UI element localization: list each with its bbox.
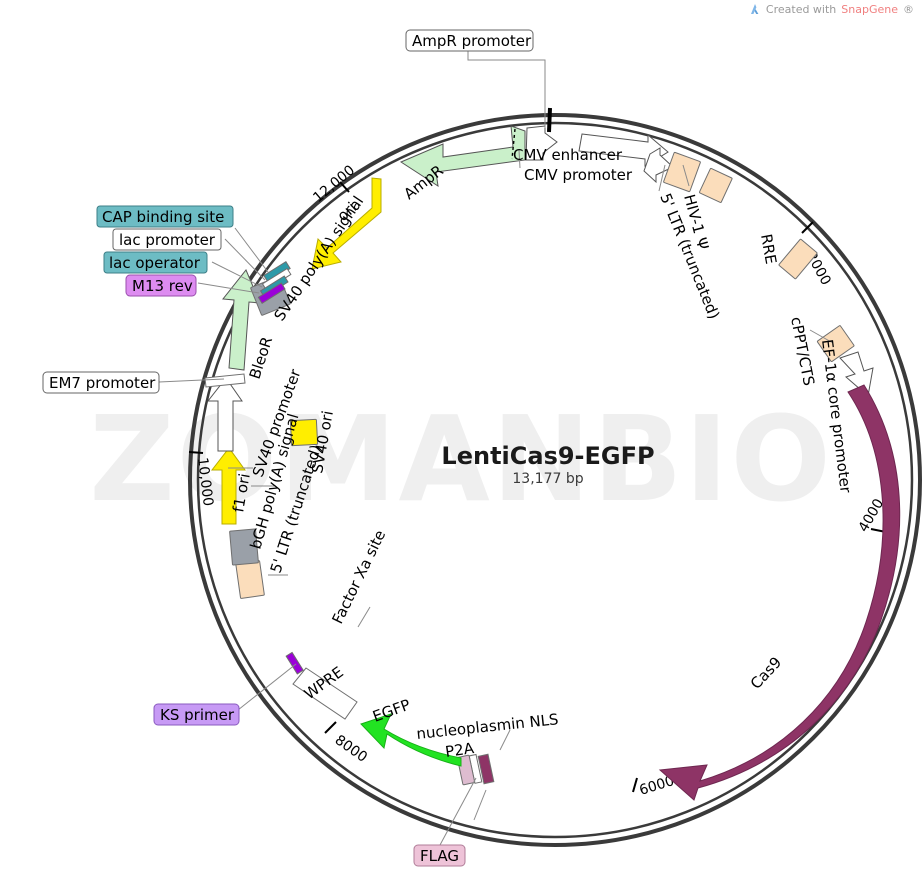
tick-label-10000: 10,000: [194, 457, 216, 508]
plasmid-size: 13,177 bp: [512, 471, 583, 487]
feature-hiv1-psi[interactable]: [699, 167, 733, 203]
boxed-label-m13-rev[interactable]: M13 rev: [125, 274, 197, 297]
label-cppt-cts: cPPT/CTS: [787, 315, 818, 387]
snapgene-logo-icon: [750, 4, 759, 14]
boxed-label-em7-promoter[interactable]: EM7 promoter: [42, 371, 160, 394]
boxed-label-lac-promoter[interactable]: lac promoter: [112, 228, 222, 251]
feature-rre[interactable]: [778, 238, 818, 280]
feature-cas9[interactable]: [658, 384, 901, 801]
plasmid-title-group: LentiCas9-EGFP 13,177 bp: [441, 442, 654, 487]
snapgene-credit-prefix: Created with: [765, 3, 837, 16]
feature-ef1a-core-promoter[interactable]: [839, 351, 874, 397]
feature-5ltr-truncated-bottom[interactable]: [235, 560, 265, 599]
feature-egfp[interactable]: [360, 713, 462, 767]
page-title: LentiCas9-EGFP: [441, 442, 654, 470]
origin-tick: [547, 107, 552, 133]
boxed-label-flag-text: FLAG: [420, 847, 459, 865]
boxed-label-m13-rev-text: M13 rev: [132, 277, 193, 295]
label-cas9: Cas9: [747, 653, 785, 692]
snapgene-brand: SnapGene: [841, 3, 898, 16]
boxed-label-cap-binding-site[interactable]: CAP binding site: [96, 205, 234, 228]
feature-ampr[interactable]: [399, 125, 526, 188]
snapgene-credit: Created with SnapGene ®: [748, 3, 914, 16]
label-bleor: BleoR: [246, 334, 276, 381]
feature-em7-promoter[interactable]: [204, 373, 246, 388]
feature-cluster-lac[interactable]: [257, 261, 292, 304]
boxed-label-flag[interactable]: FLAG: [413, 844, 466, 867]
label-egfp: EGFP: [370, 696, 413, 726]
feature-f1-ori[interactable]: [210, 447, 246, 525]
label-nucleoplasmin-nls: nucleoplasmin NLS: [416, 710, 560, 743]
watermark-text: ZOMANBIO: [89, 390, 833, 528]
tick-label-8000: 8000: [332, 732, 370, 766]
boxed-label-ampr-promoter-text: AmpR promoter: [412, 32, 532, 50]
plasmid-backbone: [188, 113, 922, 847]
boxed-label-ks-primer-text: KS primer: [160, 706, 235, 724]
boxed-label-lac-operator-text: lac operator: [109, 254, 201, 272]
label-rre: RRE: [757, 233, 780, 266]
feature-cmv-promoter[interactable]: [643, 147, 674, 184]
feature-ks-primer[interactable]: [285, 651, 304, 675]
boxed-label-ks-primer[interactable]: KS primer: [153, 703, 240, 726]
feature-wpre[interactable]: [292, 667, 358, 720]
label-p2a: P2A: [444, 739, 476, 761]
feature-ori[interactable]: [311, 177, 382, 270]
boxed-label-lac-operator[interactable]: lac operator: [103, 251, 208, 274]
boxed-labels: AmpR promoter CAP binding site lac promo…: [42, 29, 534, 867]
label-factor-xa-site: Factor Xa site: [328, 527, 389, 627]
feature-cppt-cts[interactable]: [816, 325, 855, 362]
feature-p2a[interactable]: [456, 754, 476, 786]
label-cmv-promoter: CMV promoter: [524, 166, 633, 184]
leader-lines: [158, 47, 834, 846]
feature-5ltr-truncated-top[interactable]: [663, 151, 701, 193]
snapgene-registered-mark: ®: [903, 3, 914, 16]
feature-sv40-promoter[interactable]: [206, 377, 243, 452]
label-cmv-enhancer: CMV enhancer: [513, 146, 623, 164]
boxed-label-em7-promoter-text: EM7 promoter: [49, 374, 156, 392]
boxed-label-lac-promoter-text: lac promoter: [119, 231, 216, 249]
boxed-label-ampr-promoter[interactable]: AmpR promoter: [405, 29, 534, 52]
feature-bgh-polya-signal[interactable]: [229, 528, 259, 566]
boxed-label-cap-binding-site-text: CAP binding site: [102, 208, 224, 226]
feature-nucleoplasmin-nls[interactable]: [477, 753, 495, 785]
feature-sv40-ori[interactable]: [289, 418, 319, 447]
